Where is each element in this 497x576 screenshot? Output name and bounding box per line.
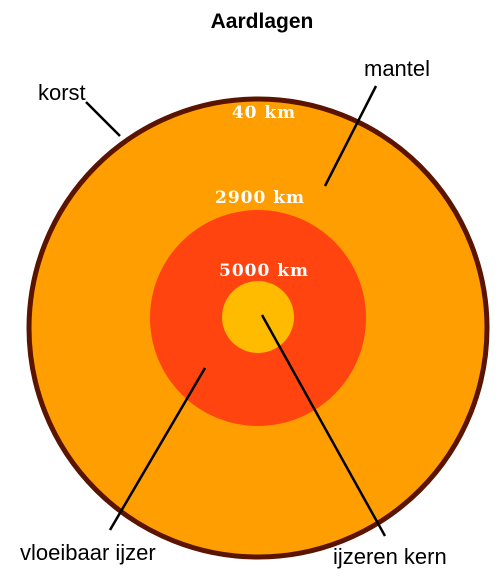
diagram: Aardlagen korst mantel vloeibaar ijzer i… (0, 0, 497, 576)
depth-label: 2900 km (215, 188, 305, 208)
depth-label: 40 km (232, 103, 296, 123)
label: korst (38, 80, 86, 105)
depth-label: 5000 km (219, 261, 309, 281)
pointer (86, 102, 120, 136)
label: mantel (364, 56, 430, 81)
label: ijzeren kern (333, 544, 447, 569)
title: Aardlagen (211, 10, 314, 33)
label: vloeibaar ijzer (20, 540, 156, 565)
inner-core (222, 281, 294, 353)
